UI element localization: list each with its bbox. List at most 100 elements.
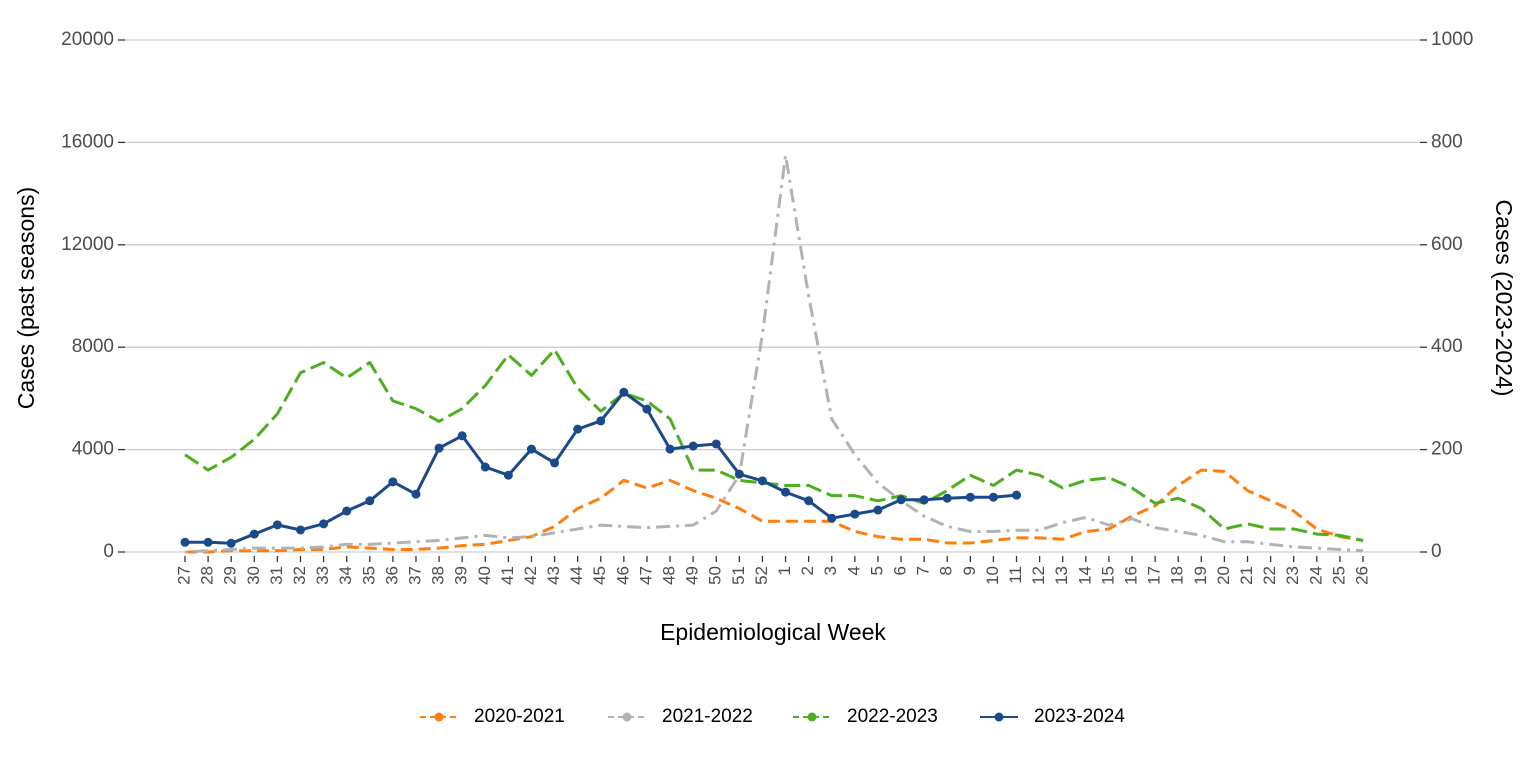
series-point <box>434 443 444 453</box>
series-point <box>988 492 998 502</box>
legend-marker <box>434 712 444 722</box>
x-tick-label: 46 <box>613 566 632 585</box>
y2-tick-label: 800 <box>1431 131 1463 152</box>
series-point <box>457 431 467 441</box>
series-point <box>827 513 837 523</box>
x-tick-label: 38 <box>429 566 448 585</box>
legend-label: 2022-2023 <box>847 706 938 727</box>
x-tick-label: 43 <box>544 566 563 585</box>
x-tick-label: 31 <box>267 566 286 585</box>
x-tick-label: 8 <box>937 566 956 575</box>
x-tick-label: 2 <box>798 566 817 575</box>
x-tick-label: 41 <box>498 566 517 585</box>
series-point <box>757 476 767 486</box>
series-point <box>295 525 305 535</box>
y-tick-label: 8000 <box>72 336 114 357</box>
y2-axis-title: Cases (2023-2024) <box>1491 200 1517 397</box>
legend-marker <box>807 712 817 722</box>
series-point <box>619 387 629 397</box>
x-tick-label: 36 <box>382 566 401 585</box>
x-tick-label: 51 <box>729 566 748 585</box>
x-tick-label: 32 <box>290 566 309 585</box>
series-point <box>388 477 398 487</box>
x-tick-label: 33 <box>313 566 332 585</box>
x-tick-label: 12 <box>1029 566 1048 585</box>
series-line <box>185 390 1017 545</box>
x-axis-title: Epidemiological Week <box>660 619 886 645</box>
series-point <box>919 495 929 505</box>
x-tick-label: 26 <box>1352 566 1371 585</box>
series-point <box>573 424 583 434</box>
legend-marker <box>994 712 1004 722</box>
series-point <box>226 538 236 548</box>
x-tick-label: 4 <box>844 566 863 575</box>
x-tick-label: 15 <box>1098 566 1117 585</box>
x-tick-label: 47 <box>636 566 655 585</box>
x-tick-label: 30 <box>244 566 263 585</box>
legend-label: 2021-2022 <box>662 706 753 727</box>
x-tick-label: 45 <box>590 566 609 585</box>
x-tick-label: 24 <box>1306 566 1325 585</box>
x-tick-label: 29 <box>221 566 240 585</box>
series-point <box>850 509 860 519</box>
x-tick-label: 7 <box>914 566 933 575</box>
x-tick-label: 19 <box>1191 566 1210 585</box>
y2-tick-label: 600 <box>1431 234 1463 255</box>
x-tick-label: 27 <box>174 566 193 585</box>
y2-tick-label: 400 <box>1431 336 1463 357</box>
series-point <box>342 506 352 516</box>
x-tick-label: 10 <box>983 566 1002 585</box>
series-line <box>185 468 1364 554</box>
series-point <box>734 469 744 479</box>
series-point <box>804 496 814 506</box>
x-tick-label: 17 <box>1145 566 1164 585</box>
series-point <box>203 537 213 547</box>
x-tick-label: 40 <box>475 566 494 585</box>
series-point <box>596 416 606 426</box>
series-point <box>550 458 560 468</box>
x-tick-label: 50 <box>706 566 725 585</box>
x-tick-label: 5 <box>867 566 886 575</box>
x-tick-label: 28 <box>198 566 217 585</box>
y-tick-label: 0 <box>103 541 114 562</box>
series-point <box>642 404 652 414</box>
y-tick-label: 16000 <box>61 131 114 152</box>
x-tick-label: 14 <box>1075 566 1094 585</box>
y-tick-label: 20000 <box>61 29 114 50</box>
y-tick-label: 4000 <box>72 439 114 460</box>
x-tick-label: 48 <box>660 566 679 585</box>
x-tick-label: 42 <box>521 566 540 585</box>
series-point <box>665 444 675 454</box>
series-point <box>180 537 190 547</box>
x-tick-label: 49 <box>683 566 702 585</box>
x-tick-label: 44 <box>567 566 586 585</box>
x-tick-label: 34 <box>336 566 355 585</box>
series-point <box>365 496 375 506</box>
series-point <box>873 505 883 515</box>
series-point <box>711 439 721 449</box>
series-point <box>965 492 975 502</box>
x-tick-label: 23 <box>1283 566 1302 585</box>
legend-marker <box>622 712 632 722</box>
x-tick-label: 13 <box>1052 566 1071 585</box>
x-tick-label: 25 <box>1329 566 1348 585</box>
series-point <box>480 462 490 472</box>
x-tick-label: 3 <box>821 566 840 575</box>
y2-tick-label: 1000 <box>1431 29 1473 50</box>
x-tick-label: 21 <box>1237 566 1256 585</box>
x-tick-label: 9 <box>960 566 979 575</box>
y2-tick-label: 200 <box>1431 439 1463 460</box>
x-tick-label: 39 <box>452 566 471 585</box>
x-tick-label: 11 <box>1006 566 1025 584</box>
series-point <box>896 495 906 505</box>
series-line <box>184 348 1364 542</box>
series-point <box>688 441 698 451</box>
x-tick-label: 6 <box>891 566 910 575</box>
x-tick-label: 22 <box>1260 566 1279 585</box>
y-tick-label: 12000 <box>61 234 114 255</box>
series-point <box>319 519 329 529</box>
series-point <box>503 470 513 480</box>
x-tick-label: 52 <box>752 566 771 585</box>
series-point <box>781 487 791 497</box>
